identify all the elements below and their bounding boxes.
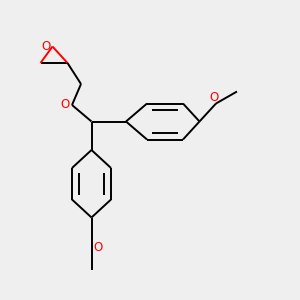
Text: O: O — [210, 91, 219, 104]
Text: O: O — [41, 40, 50, 53]
Text: O: O — [94, 241, 103, 254]
Text: O: O — [61, 98, 70, 112]
